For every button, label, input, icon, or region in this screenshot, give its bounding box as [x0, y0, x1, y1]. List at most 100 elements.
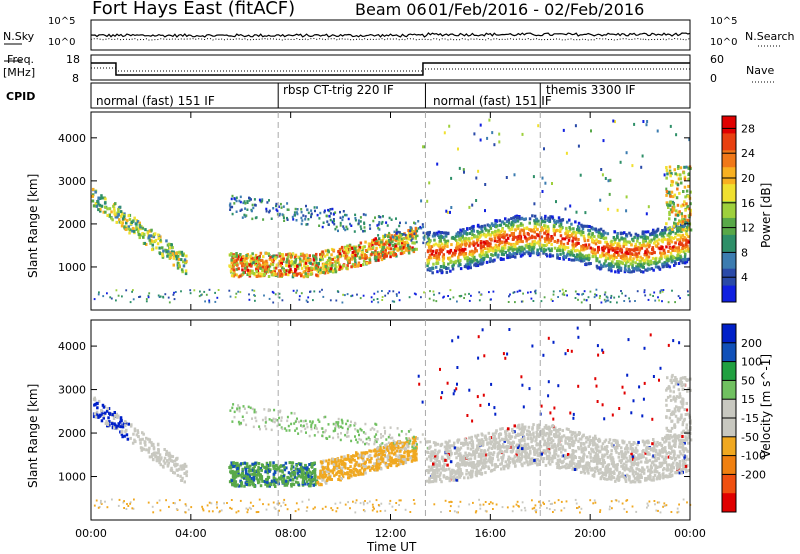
velocity-cell [347, 476, 351, 480]
power-cell [633, 247, 636, 251]
power-cell [123, 225, 126, 229]
velocity-cell [358, 453, 362, 457]
power-cell [553, 218, 556, 222]
velocity-cell [450, 501, 453, 503]
velocity-cell [324, 505, 327, 508]
power-cell [645, 253, 649, 257]
power-cell [680, 181, 683, 185]
power-cell [334, 227, 337, 231]
power-cell [684, 208, 687, 212]
power-cell [314, 255, 317, 259]
velocity-cell [276, 468, 280, 472]
power-cell [268, 257, 272, 261]
power-cell [350, 257, 354, 261]
power-cell [519, 254, 523, 258]
velocity-cell [361, 472, 365, 476]
power-cell [628, 257, 632, 261]
velocity-cell [352, 467, 355, 471]
power-cell [294, 258, 298, 261]
power-cell [123, 212, 126, 216]
power-cell [251, 269, 254, 273]
power-cell [644, 268, 647, 272]
power-cell [603, 262, 606, 266]
velocity-cell [294, 480, 298, 484]
power-cell [159, 252, 162, 256]
velocity-cell [241, 467, 244, 471]
velocity-cell [412, 452, 415, 456]
power-cell [114, 215, 118, 219]
power-cell [348, 260, 351, 264]
power-cell [282, 257, 285, 261]
power-cell [609, 247, 612, 251]
velocity-cell [517, 505, 520, 507]
power-cell [567, 238, 571, 242]
power-cell [623, 259, 626, 262]
power-cell [174, 251, 178, 255]
power-cell [665, 222, 668, 226]
power-cell [610, 294, 613, 297]
power-cell [497, 246, 500, 250]
velocity-cell [352, 473, 356, 477]
power-cell [428, 245, 431, 249]
power-cell [671, 289, 673, 292]
power-cell [551, 254, 555, 258]
power-cell [453, 237, 457, 241]
power-cell [279, 202, 282, 206]
power-cell [483, 224, 487, 228]
power-cell [617, 270, 620, 274]
power-cell [521, 132, 524, 136]
power-cell [558, 224, 561, 228]
power-cell [347, 217, 350, 221]
power-cell [267, 252, 270, 256]
power-cell [461, 250, 464, 254]
power-cell [663, 251, 667, 255]
power-cell [300, 208, 303, 211]
velocity-cell [119, 416, 123, 420]
power-cell [632, 257, 635, 261]
power-cell [408, 231, 411, 234]
power-cell [432, 262, 435, 266]
velocity-cell [308, 478, 311, 482]
velocity-cell [246, 465, 249, 468]
power-cell [391, 244, 395, 247]
power-cell [669, 256, 673, 260]
power-cell [639, 244, 642, 248]
velocity-cell [302, 468, 305, 472]
power-cell [151, 243, 154, 247]
power-cell [115, 220, 118, 224]
power-cell [331, 269, 335, 273]
power-cell [444, 239, 447, 243]
velocity-cell [365, 451, 368, 455]
power-cell [379, 255, 382, 259]
power-cell [158, 246, 161, 250]
velocity-cell [635, 510, 638, 513]
velocity-cell [394, 509, 397, 511]
power-cell [375, 255, 378, 259]
velocity-cell [148, 455, 152, 459]
power-cell [562, 251, 565, 255]
power-cell [540, 243, 543, 247]
velocity-cell [187, 508, 190, 511]
power-cell [610, 254, 614, 258]
velocity-cell [322, 459, 325, 463]
power-cell [336, 255, 339, 259]
velocity-cell [362, 509, 365, 512]
velocity-cell [282, 475, 285, 478]
power-cell [556, 249, 559, 253]
power-cell [310, 271, 313, 275]
power-cell [294, 268, 297, 271]
power-cell [678, 240, 682, 244]
power-cell [498, 140, 501, 144]
power-cell [266, 201, 269, 204]
velocity-cell [96, 413, 99, 417]
velocity-cell [340, 472, 343, 475]
power-cell [516, 290, 519, 293]
power-cell [581, 231, 585, 234]
velocity-cell [321, 478, 324, 482]
power-cell [587, 243, 591, 247]
power-cell [459, 267, 463, 271]
power-cell [614, 120, 616, 124]
velocity-cell [384, 450, 387, 454]
power-cell [372, 298, 375, 301]
power-cell [296, 212, 299, 216]
